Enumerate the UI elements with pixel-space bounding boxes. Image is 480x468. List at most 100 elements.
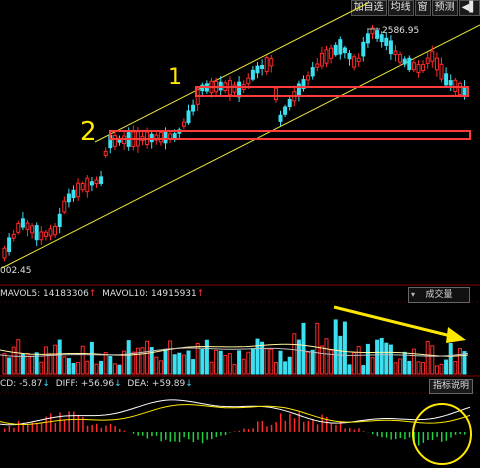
macd-bar	[284, 420, 287, 432]
macd-bar	[464, 432, 466, 435]
volume-bar	[131, 351, 136, 375]
macd-bar	[137, 432, 139, 436]
candle	[177, 127, 182, 139]
macd-bar	[261, 420, 264, 432]
macd-bar	[390, 432, 392, 440]
macd-bar	[289, 413, 291, 432]
candle	[195, 86, 200, 112]
window-button[interactable]: 窗	[414, 0, 431, 16]
candle	[200, 82, 205, 97]
candle	[71, 185, 76, 202]
down-arrow-icon: ↓	[114, 379, 122, 389]
candle	[140, 129, 145, 146]
macd-bar	[234, 431, 236, 432]
candle	[227, 76, 232, 102]
candle	[264, 55, 269, 76]
candle	[34, 222, 39, 247]
volume-indicator-select[interactable]: ▾ 成交量	[408, 287, 470, 303]
candle	[342, 45, 347, 59]
mavol10-label: MAVOL10: 14915931	[102, 289, 197, 299]
volume-bar	[186, 350, 191, 375]
candle	[310, 61, 315, 80]
candle	[85, 175, 90, 198]
macd-bar	[427, 432, 429, 440]
macd-bar	[252, 428, 254, 432]
macd-bar	[155, 432, 158, 436]
macd-bar	[298, 412, 300, 432]
macd-bar	[82, 416, 84, 432]
candle	[283, 104, 288, 118]
macd-bar	[119, 428, 121, 432]
up-arrow-icon: ↑	[196, 289, 205, 299]
volume-bar	[453, 361, 458, 375]
candle	[232, 81, 237, 96]
macd-bar	[105, 425, 107, 432]
volume-bar	[333, 319, 338, 375]
candle	[434, 52, 439, 77]
candle	[379, 31, 384, 48]
candle	[375, 27, 380, 42]
macd-bar	[211, 432, 213, 440]
volume-bar	[319, 345, 324, 375]
add-watchlist-button[interactable]: 加自选	[350, 0, 387, 16]
candle	[168, 130, 173, 144]
macd-bar	[376, 432, 379, 437]
candle	[39, 226, 44, 246]
macd-header: CD: -5.87↓ DIFF: +56.96↓ DEA: +59.89↓	[0, 379, 193, 390]
back-icon[interactable]: ◀▌	[458, 0, 480, 16]
macd-bar	[109, 423, 112, 432]
candle	[407, 55, 412, 72]
candle	[356, 53, 361, 68]
volume-bar	[223, 354, 228, 375]
volume-bar	[315, 322, 320, 375]
volume-bar	[200, 349, 205, 375]
macd-bar	[174, 432, 176, 442]
volume-bar	[122, 350, 127, 375]
volume-bar	[62, 356, 67, 375]
macd-bar	[36, 423, 38, 432]
chevron-down-icon: ▾	[411, 290, 416, 299]
volume-bar	[89, 341, 94, 375]
candle	[66, 188, 71, 208]
volume-bar	[379, 337, 384, 375]
macd-bar	[31, 422, 34, 432]
macd-bar	[197, 432, 199, 440]
candle	[122, 131, 127, 151]
volume-bar	[448, 343, 453, 375]
candle	[402, 56, 407, 68]
indicator-help-button[interactable]: 指标说明	[428, 379, 473, 394]
candle	[425, 52, 430, 69]
candle	[296, 80, 301, 102]
volume-bar	[43, 346, 48, 375]
macd-bar	[206, 432, 208, 440]
candle	[103, 147, 108, 158]
volume-bar	[324, 338, 329, 375]
volume-bar	[66, 358, 71, 375]
macd-bar	[431, 432, 434, 440]
mavol5-line	[0, 343, 469, 357]
volume-bar	[214, 349, 219, 375]
annotation-1: 1	[168, 65, 182, 90]
ma-lines-button[interactable]: 均线	[387, 0, 414, 16]
macd-bar	[339, 420, 342, 432]
volume-bar	[306, 351, 311, 375]
volume-bar	[255, 338, 260, 375]
alert-button[interactable]: 预测	[431, 0, 458, 16]
macd-bar	[275, 422, 277, 432]
macd-bar	[123, 430, 126, 432]
candle	[329, 44, 334, 64]
candle	[117, 135, 122, 146]
macd-bar	[344, 428, 346, 432]
volume-bar	[172, 354, 177, 375]
volume-indicator-value: 成交量	[425, 290, 453, 300]
volume-bar	[352, 352, 357, 375]
volume-bar	[158, 360, 163, 375]
up-arrow-icon: ↑	[88, 289, 97, 299]
volume-bar	[264, 348, 269, 375]
macd-bar	[215, 432, 218, 438]
macd-bar	[50, 413, 52, 432]
dea-line	[0, 404, 471, 426]
candle	[80, 181, 85, 193]
macd-bar	[247, 429, 250, 432]
macd-bar	[353, 429, 356, 432]
